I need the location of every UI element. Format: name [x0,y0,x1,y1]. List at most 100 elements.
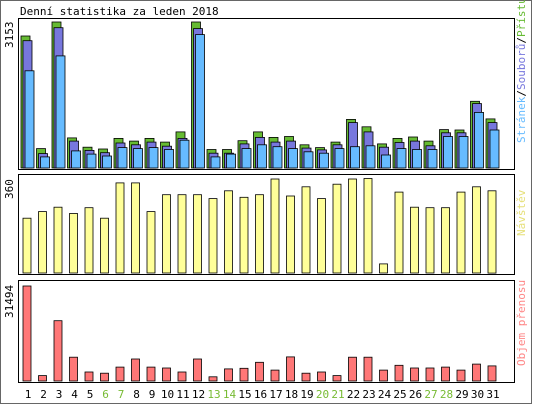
day-label-26: 26 [409,388,422,401]
traffic-bar-day-19 [301,372,311,382]
day-label-27: 27 [424,388,437,401]
day-label-6: 6 [102,388,109,401]
visits-bar-day-1 [22,217,32,274]
visits-bar-day-22 [348,178,357,274]
visits-bar-day-31 [487,190,497,274]
hits-bar-stranek-day-2 [40,156,50,169]
hits-bar-stranek-day-28 [443,136,453,169]
day-label-31: 31 [486,388,499,401]
visits-bar-day-6 [100,217,109,274]
visits-bar-day-7 [115,182,125,274]
hits-bar-stranek-day-24 [381,154,391,169]
traffic-bar-day-27 [425,367,435,382]
traffic-bar-day-20 [317,371,326,382]
visits-bar-day-3 [53,206,63,274]
day-label-12: 12 [192,388,205,401]
visits-bar-day-19 [301,186,311,274]
hits-bar-stranek-day-25 [396,148,407,169]
hits-bar-stranek-day-30 [474,112,484,169]
hits-bar-stranek-day-9 [148,147,159,169]
day-label-19: 19 [300,388,313,401]
traffic-bar-day-3 [53,320,63,382]
hits-bar-stranek-day-1 [24,70,35,169]
hits-bar-stranek-day-16 [257,144,267,169]
visits-bars [22,178,497,274]
traffic-bar-day-1 [22,285,32,382]
day-label-7: 7 [118,388,125,401]
day-label-25: 25 [393,388,406,401]
traffic-bar-day-25 [394,364,404,382]
hits-bar-stranek-day-18 [288,148,298,169]
hits-bar-stranek-day-13 [210,156,221,169]
visits-bar-day-21 [332,183,342,274]
day-label-23: 23 [362,388,375,401]
day-label-18: 18 [285,388,298,401]
day-label-15: 15 [238,388,251,401]
day-labels: 1 2 3 4 5 6 7 8 9 10 11 12 13 14 15 16 17 18 19 20 21 22 23 24 2… [25,388,500,401]
traffic-bar-day-23 [363,356,373,382]
hits-bar-stranek-day-26 [412,149,422,169]
day-label-14: 14 [223,388,237,401]
hits-bar-stranek-day-15 [241,148,252,169]
traffic-bar-day-29 [456,369,466,382]
visits-bar-day-9 [146,211,156,274]
day-label-9: 9 [149,388,156,401]
visits-bar-day-17 [270,178,280,274]
day-label-2: 2 [40,388,47,401]
visits-bar-day-15 [239,196,249,274]
traffic-bar-day-30 [472,363,481,382]
legend-stranek: Stránek [515,96,528,143]
visits-bar-day-28 [441,207,450,274]
traffic-bar-day-7 [115,366,125,382]
traffic-bar-day-22 [348,356,357,382]
hits-bar-stranek-day-10 [164,149,174,169]
traffic-ymax-label: 31494 [3,285,16,318]
hits-bar-stranek-day-27 [427,149,438,169]
traffic-bar-day-17 [270,369,280,382]
visits-bar-day-26 [410,206,419,274]
visits-bar-day-24 [379,263,388,274]
chart-title: Denní statistika za leden 2018 [20,5,219,18]
legend-sep-2: / [515,37,528,44]
day-label-20: 20 [316,388,329,401]
day-label-4: 4 [71,388,78,401]
day-label-1: 1 [25,388,32,401]
visits-bar-day-29 [456,191,466,274]
hits-bar-stranek-day-23 [365,145,376,169]
visits-bar-day-18 [286,195,295,274]
traffic-bar-day-21 [332,375,342,382]
traffic-bar-day-15 [239,367,249,382]
traffic-bar-day-11 [177,371,187,382]
traffic-bar-day-12 [193,358,202,382]
day-label-11: 11 [176,388,189,401]
day-label-24: 24 [378,388,392,401]
traffic-bars [22,285,497,382]
visits-bar-day-11 [177,194,187,274]
traffic-bar-day-4 [69,356,78,382]
day-label-30: 30 [471,388,484,401]
visits-bar-day-25 [394,191,404,274]
hits-bar-stranek-day-6 [102,155,112,169]
day-label-21: 21 [331,388,344,401]
traffic-bar-day-24 [379,369,388,382]
visits-bar-day-30 [472,186,481,274]
day-label-16: 16 [254,388,267,401]
day-label-29: 29 [455,388,468,401]
hits-bar-stranek-day-11 [179,139,190,169]
hits-bar-stranek-day-14 [226,153,236,169]
visits-bar-day-16 [255,194,264,274]
traffic-bar-day-28 [441,366,450,382]
hits-bar-stranek-day-20 [319,152,329,169]
visits-bar-day-12 [193,194,202,274]
day-label-5: 5 [87,388,94,401]
hits-bar-stranek-day-5 [86,153,97,169]
visits-legend: Návštěv [515,189,528,236]
hits-bar-stranek-day-4 [71,150,81,169]
traffic-bar-day-13 [208,376,218,382]
traffic-bar-day-2 [38,375,47,382]
hits-bar-stranek-day-17 [272,146,283,169]
hits-bar-stranek-day-19 [303,151,314,169]
traffic-legend: Objem přenosu [515,280,528,366]
traffic-bar-day-10 [162,367,171,382]
